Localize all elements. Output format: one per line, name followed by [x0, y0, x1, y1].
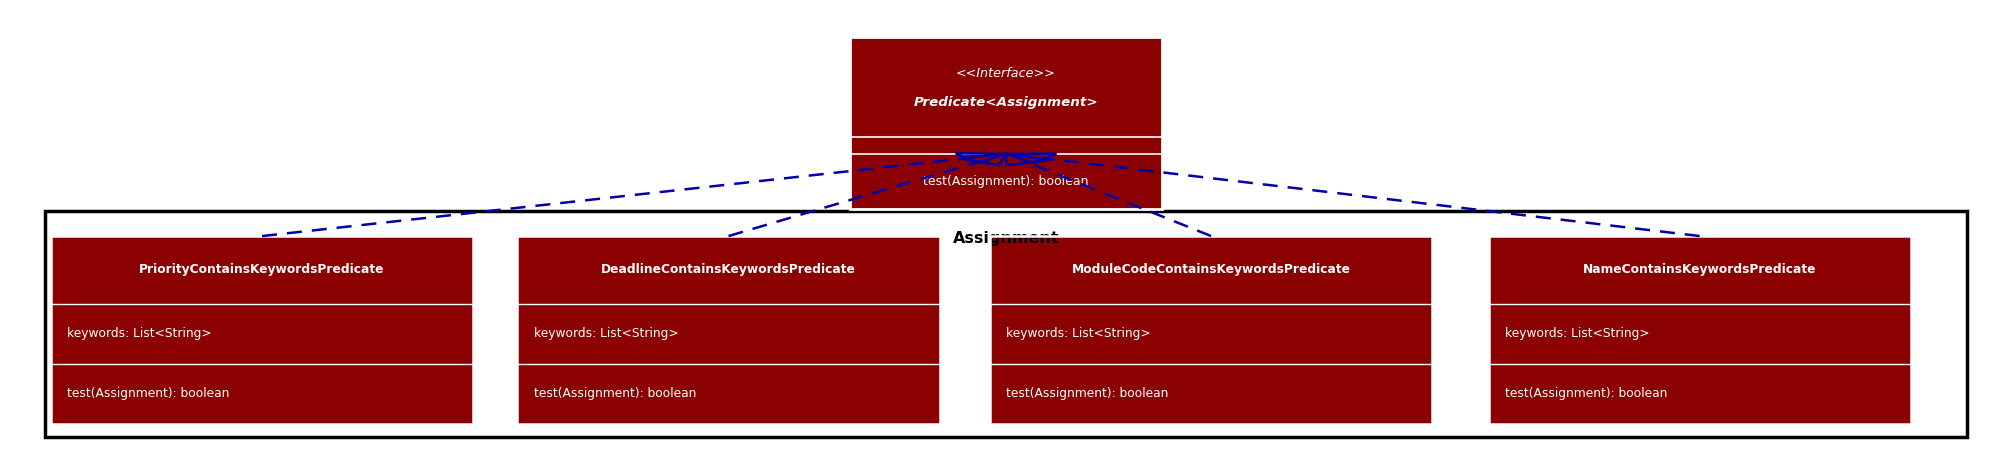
Text: test(Assignment): boolean: test(Assignment): boolean — [66, 387, 229, 400]
Bar — [1489, 304, 1911, 364]
Text: Predicate<Assignment>: Predicate<Assignment> — [913, 96, 1099, 109]
Bar — [50, 304, 473, 364]
Text: PriorityContainsKeywordsPredicate: PriorityContainsKeywordsPredicate — [139, 263, 384, 276]
Text: test(Assignment): boolean: test(Assignment): boolean — [1006, 387, 1169, 400]
Text: Assignment: Assignment — [954, 231, 1058, 246]
Bar — [517, 236, 940, 424]
Text: keywords: List<String>: keywords: List<String> — [1006, 327, 1151, 340]
Text: test(Assignment): boolean: test(Assignment): boolean — [533, 387, 696, 400]
Bar — [851, 137, 1161, 154]
Text: test(Assignment): boolean: test(Assignment): boolean — [924, 175, 1088, 188]
Bar — [517, 236, 940, 304]
Bar — [50, 236, 473, 424]
Bar — [1489, 236, 1911, 424]
Bar — [50, 364, 473, 424]
Text: NameContainsKeywordsPredicate: NameContainsKeywordsPredicate — [1583, 263, 1817, 276]
Text: DeadlineContainsKeywordsPredicate: DeadlineContainsKeywordsPredicate — [602, 263, 855, 276]
Bar — [990, 236, 1433, 304]
Bar — [1489, 364, 1911, 424]
Bar — [851, 154, 1161, 209]
Bar — [517, 304, 940, 364]
Bar — [851, 37, 1161, 209]
Bar — [990, 236, 1433, 424]
Bar — [44, 211, 1968, 438]
Text: ModuleCodeContainsKeywordsPredicate: ModuleCodeContainsKeywordsPredicate — [1072, 263, 1350, 276]
Bar — [517, 364, 940, 424]
Text: keywords: List<String>: keywords: List<String> — [1505, 327, 1650, 340]
Text: <<Interface>>: <<Interface>> — [956, 67, 1056, 80]
Bar — [990, 304, 1433, 364]
Bar — [851, 37, 1161, 137]
Bar — [50, 236, 473, 304]
Text: test(Assignment): boolean: test(Assignment): boolean — [1505, 387, 1668, 400]
Bar — [990, 364, 1433, 424]
Bar — [1489, 236, 1911, 304]
Text: keywords: List<String>: keywords: List<String> — [66, 327, 211, 340]
Text: keywords: List<String>: keywords: List<String> — [533, 327, 678, 340]
